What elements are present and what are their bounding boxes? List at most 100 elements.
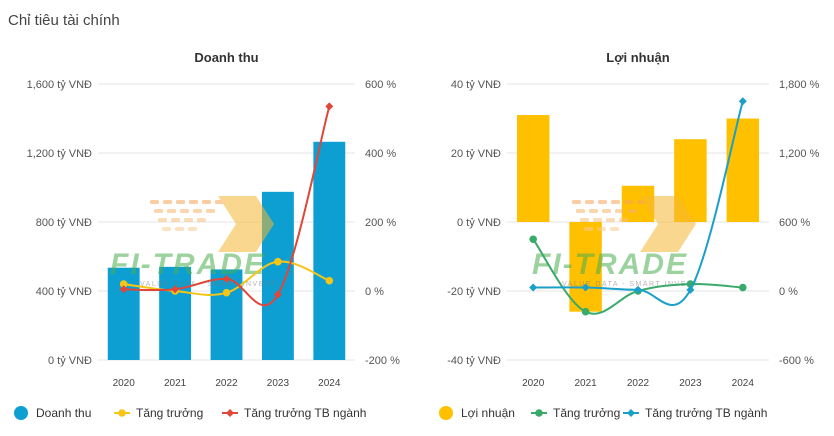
watermark-stripe (154, 209, 163, 213)
x-tick-label: 2020 (113, 378, 136, 389)
watermark-stripe (615, 209, 624, 213)
y-right-tick-label: 1,200 % (779, 148, 820, 160)
y-right-tick-label: 600 % (779, 217, 810, 229)
bar[interactable] (313, 141, 346, 360)
watermark-stripe (162, 227, 171, 231)
data-point[interactable] (738, 97, 747, 106)
chart-title: Doanh thu (194, 50, 258, 65)
legend-label: Tăng trưởng TB ngành (645, 406, 767, 420)
legend-marker (627, 409, 635, 417)
legend-marker (118, 409, 126, 417)
x-tick-label: 2023 (267, 378, 290, 389)
data-point[interactable] (119, 280, 128, 288)
y-right-tick-label: 200 % (365, 217, 396, 229)
data-point[interactable] (274, 257, 282, 266)
y-left-tick-label: 1,600 tỷ VNĐ (27, 79, 92, 91)
x-tick-label: 2024 (318, 378, 341, 389)
watermark-stripe (150, 200, 159, 204)
watermark-stripe (611, 200, 620, 204)
y-right-tick-label: -600 % (779, 355, 814, 367)
y-right-tick-label: 0 % (779, 286, 798, 298)
watermark-stripe (163, 200, 172, 204)
legend-label: Doanh thu (36, 406, 91, 420)
data-point[interactable] (119, 285, 128, 294)
watermark-stripe (167, 209, 176, 213)
watermark-stripe (176, 200, 185, 204)
legend-marker (226, 409, 234, 417)
bar[interactable] (516, 115, 550, 222)
data-point[interactable] (686, 285, 695, 294)
watermark-brand: FI-TRADE (110, 248, 266, 281)
watermark-stripe (580, 218, 589, 222)
x-tick-label: 2020 (522, 378, 545, 389)
x-tick-label: 2021 (164, 378, 187, 389)
y-right-tick-label: 600 % (365, 79, 396, 91)
y-right-tick-label: 400 % (365, 148, 396, 160)
y-right-tick-label: 0 % (365, 286, 384, 298)
data-point[interactable] (581, 307, 590, 316)
watermark-stripe (158, 218, 167, 222)
data-point[interactable] (325, 276, 334, 285)
watermark-stripe (193, 209, 202, 213)
watermark-stripe (202, 200, 211, 204)
data-point[interactable] (529, 235, 537, 244)
watermark-stripe (171, 218, 180, 222)
legend-item[interactable]: Tăng trưởng (114, 406, 203, 420)
y-right-tick-label: -200 % (365, 355, 400, 367)
y-left-tick-label: 40 tỷ VNĐ (451, 79, 501, 91)
bar[interactable] (159, 266, 192, 360)
data-point[interactable] (325, 102, 334, 111)
data-point[interactable] (222, 274, 231, 283)
profit-chart: Lợi nhuận -40 tỷ VNĐ -600 % -20 tỷ VNĐ 0 % 0 … (439, 50, 820, 420)
revenue-chart: Doanh thu 0 tỷ VNĐ -200 % 400 tỷ VNĐ 0 % 800 … (14, 50, 400, 420)
y-left-tick-label: -40 tỷ VNĐ (447, 355, 501, 367)
watermark-stripe (610, 227, 619, 231)
legend-label: Lợi nhuận (461, 406, 515, 420)
series-line (123, 106, 331, 307)
data-point[interactable] (222, 288, 231, 297)
chart-title: Lợi nhuận (606, 50, 669, 65)
watermark-arrow (640, 196, 696, 252)
watermark-stripe (628, 209, 637, 213)
legend-item[interactable]: Tăng trưởng (531, 406, 620, 420)
watermark-stripe (585, 200, 594, 204)
data-point[interactable] (171, 285, 180, 294)
x-tick-label: 2022 (627, 378, 650, 389)
legend-item[interactable]: Tăng trưởng TB ngành (623, 406, 767, 420)
watermark-stripe (180, 209, 189, 213)
watermark-stripe (189, 200, 198, 204)
y-left-tick-label: 400 tỷ VNĐ (36, 286, 92, 298)
watermark-stripe (188, 227, 197, 231)
legend-item[interactable]: Tăng trưởng TB ngành (222, 406, 366, 420)
watermark-stripe (593, 218, 602, 222)
bar[interactable] (726, 118, 760, 223)
data-point[interactable] (273, 290, 282, 299)
legend-swatch (439, 406, 453, 420)
watermark-stripe (597, 227, 606, 231)
data-point[interactable] (529, 283, 538, 292)
legend-label: Tăng trưởng (136, 406, 203, 420)
bar[interactable] (569, 222, 602, 312)
y-right-tick-label: 1,800 % (779, 79, 820, 91)
series-line (533, 100, 744, 306)
watermark-stripe (175, 227, 184, 231)
legend-item[interactable]: Lợi nhuận (439, 406, 515, 420)
legend-marker (535, 409, 543, 417)
watermark-arrow (218, 196, 274, 252)
watermark-stripe (606, 218, 615, 222)
x-tick-label: 2021 (574, 378, 597, 389)
watermark-tagline: VALUE DATA - SMART INVEST (140, 281, 277, 288)
page-title: Chỉ tiêu tài chính (8, 12, 120, 29)
watermark-stripe (589, 209, 598, 213)
data-point[interactable] (634, 285, 642, 294)
data-point[interactable] (581, 283, 590, 292)
data-point[interactable] (739, 283, 747, 292)
watermark-stripe (598, 200, 607, 204)
watermark-stripe (624, 200, 633, 204)
y-left-tick-label: 800 tỷ VNĐ (36, 217, 92, 229)
x-tick-label: 2023 (679, 378, 702, 389)
y-left-tick-label: 0 tỷ VNĐ (48, 355, 92, 367)
x-tick-label: 2022 (215, 378, 238, 389)
legend-item[interactable]: Doanh thu (14, 406, 91, 420)
